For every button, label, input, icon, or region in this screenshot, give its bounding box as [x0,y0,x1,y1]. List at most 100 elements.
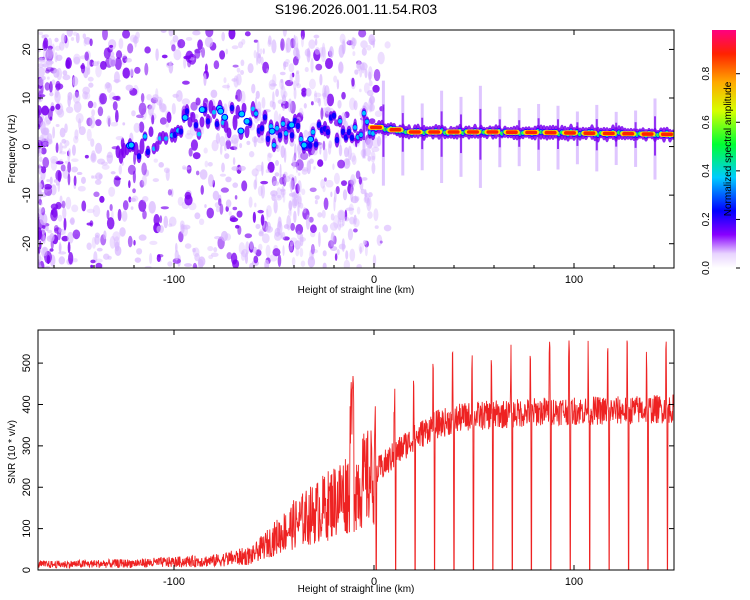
spectrogram-noise-blob [344,111,350,119]
spectrogram-noise-blob [314,38,318,46]
spectrogram-noise-blob [261,96,266,109]
spectrogram-noise-blob [343,259,351,268]
spectrogram-ridge-blue [307,142,313,149]
spectrogram-noise-blob [229,215,236,222]
spectrogram-noise-blob [168,30,174,37]
spectrogram-noise-blob [293,143,297,160]
spectrogram-noise-blob [317,212,323,218]
spectrogram-ridge-purple [154,140,160,152]
spectrogram-noise-blob [58,241,62,254]
spectrogram-noise-blob [343,147,349,158]
spectrogram-noise-blob [275,139,281,153]
spectrogram-ridge-blue [334,136,340,144]
spectrogram-noise-blob [310,101,314,106]
spectrogram-noise-blob [228,211,232,216]
spectrogram-hotspot [243,117,251,125]
spectrogram-noise-blob [244,252,249,265]
spectrogram-ridge-blue [340,128,346,136]
spectrogram-noise-blob [113,71,120,84]
spectrogram-noise-blob [84,154,89,159]
spectrogram-noise-blob [383,224,392,232]
spectrogram-noise-blob [231,45,239,50]
spectrogram-noise-blob [296,230,301,240]
spectrogram-noise-blob [213,247,218,253]
spectrogram-noise-blob [140,93,145,103]
spectrogram-noise-blob [254,202,257,208]
spectrogram-noise-blob [300,151,309,161]
spectrogram-noise-blob [51,43,55,56]
spectrogram-noise-blob [320,107,324,120]
spectrogram-noise-blob [336,249,340,256]
spectrogram-ytick-label: 10 [21,92,33,104]
spectrogram-noise-blob [197,39,203,50]
spectrogram-noise-blob [241,38,246,45]
spectrogram-noise-blob [297,201,300,217]
spectrogram-noise-blob [40,121,46,135]
spectrogram-noise-blob [45,225,49,232]
spectrogram-noise-blob [133,239,136,246]
spectrogram-noise-blob [239,142,243,149]
spectrogram-noise-blob [371,162,376,175]
spectrogram-noise-blob [71,144,76,156]
spectrogram-noise-blob [360,40,368,49]
spectrogram-noise-blob [267,161,275,173]
spectrogram-noise-blob [41,166,47,174]
spectrogram-noise-blob [106,217,115,230]
spectrogram-noise-blob [60,164,66,172]
spectrogram-noise-blob [346,40,354,46]
spectrogram-noise-blob [114,57,122,71]
spectrogram-ridge-cyan [275,125,279,131]
spectrogram-heatmap [38,30,674,268]
spectrogram-noise-blob [73,175,77,186]
spectrogram-noise-blob [72,76,79,87]
spectrogram-noise-blob [215,206,220,213]
spectrogram-noise-blob [289,207,292,217]
spectrogram-noise-blob [244,31,251,37]
spectrogram-noise-blob [260,214,265,226]
spectrogram-noise-blob [50,158,58,171]
spectrogram-noise-blob [272,73,277,87]
spectrogram-noise-blob [255,173,258,189]
spectrogram-noise-blob [172,34,179,43]
spectrogram-noise-blob [75,32,80,44]
spectrogram-noise-blob [317,159,324,167]
spectrogram-ridge-blue [178,128,184,135]
spectrogram-noise-blob [368,71,372,81]
spectrogram-noise-blob [374,225,379,229]
spectrogram-noise-blob [280,188,286,192]
spectrogram-noise-blob [38,123,41,130]
spectrogram-ridge-cyan [197,131,201,137]
spectrogram-noise-blob [309,187,317,193]
spectrogram-noise-blob [339,133,342,148]
spectrogram-noise-blob [149,253,153,265]
spectrogram-ridge-blue [289,132,295,139]
colorbar-tick-label: 0.2 [701,212,712,226]
spectrogram-noise-blob [332,235,337,245]
spectrogram-noise-blob [369,95,376,105]
spectrogram-noise-blob [213,60,220,70]
spectrogram-noise-blob [55,142,59,153]
spectrogram-noise-blob [279,177,285,185]
spectrogram-noise-blob [279,71,286,76]
spectrogram-noise-blob [337,209,346,221]
spectrogram-noise-blob [364,245,368,257]
spectrogram-noise-blob [325,106,331,115]
spectrogram-noise-blob [136,114,144,119]
spectrogram-noise-blob [161,103,167,113]
spectrogram-ridge-red [525,130,538,135]
spectrogram-noise-blob [190,101,198,111]
spectrogram-noise-blob [297,180,302,193]
spectrogram-noise-blob [238,165,246,171]
spectrogram-noise-blob [42,247,48,257]
spectrogram-ridge-purple [190,111,196,123]
spectrogram-noise-blob [149,240,158,245]
spectrogram-noise-blob [65,106,74,114]
spectrogram-noise-blob [289,72,293,83]
spectrogram-noise-blob [314,92,322,98]
spectrogram-noise-blob [58,256,66,265]
spectrogram-noise-blob [344,209,348,221]
spectrogram-noise-blob [44,82,50,91]
spectrogram-noise-blob [321,42,326,58]
spectrogram-noise-blob [322,250,327,257]
